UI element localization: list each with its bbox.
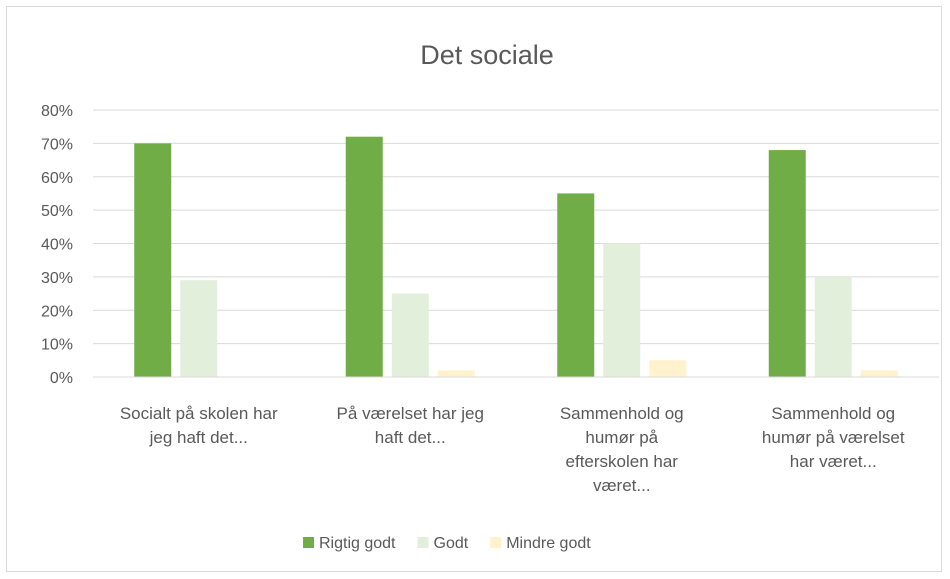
- category-label: Sammenhold og humør på efterskolen har være…: [560, 404, 684, 495]
- category-label-line: humør på: [585, 428, 658, 447]
- bar: [557, 193, 595, 377]
- bar: [134, 143, 172, 377]
- legend-swatch: [490, 537, 502, 548]
- bar: [345, 136, 383, 377]
- category-label-line: På værelset har jeg: [337, 404, 484, 423]
- y-tick-label: 70%: [41, 136, 73, 153]
- y-tick-label: 0%: [50, 370, 73, 387]
- category-label: Socialt på skolen har jeg haft det...: [120, 404, 278, 447]
- bars: [134, 136, 898, 377]
- bar: [814, 276, 852, 377]
- category-label-line: efterskolen har: [566, 452, 679, 471]
- legend-swatch: [417, 537, 429, 548]
- category-label-line: har været...: [790, 452, 877, 471]
- category-label: På værelset har jeg haft det...: [337, 404, 484, 447]
- bar: [391, 293, 429, 377]
- category-label-line: Sammenhold og: [560, 404, 684, 423]
- category-label-line: haft det...: [375, 428, 446, 447]
- gridlines: [93, 109, 939, 345]
- bar: [860, 370, 898, 377]
- category-label-line: Socialt på skolen har: [120, 404, 278, 423]
- legend-item: Godt: [417, 535, 469, 552]
- category-label-line: jeg haft det...: [149, 428, 248, 447]
- bar: [768, 150, 806, 377]
- category-label: Sammenhold og humør på værelset har været.…: [762, 404, 905, 471]
- legend: Rigtig godt Godt Mindre godt: [303, 535, 591, 552]
- y-axis-ticks: 0% 10% 20% 30% 40% 50% 60% 70% 80%: [41, 103, 73, 387]
- bar: [180, 280, 218, 377]
- category-labels: Socialt på skolen har jeg haft det... På v…: [120, 404, 905, 495]
- y-tick-label: 30%: [41, 270, 73, 287]
- y-tick-label: 60%: [41, 170, 73, 187]
- legend-label: Mindre godt: [506, 535, 591, 552]
- legend-label: Rigtig godt: [319, 535, 396, 552]
- category-label-line: Sammenhold og: [771, 404, 895, 423]
- chart-svg: Det sociale 0% 10% 20% 30% 40% 50% 60% 70% 80% S…: [41, 40, 939, 552]
- legend-label: Godt: [434, 535, 469, 552]
- y-tick-label: 40%: [41, 237, 73, 254]
- legend-swatch: [303, 537, 314, 548]
- category-label-line: humør på værelset: [762, 428, 905, 447]
- y-tick-label: 20%: [41, 303, 73, 320]
- chart-frame: Det sociale 0% 10% 20% 30% 40% 50% 60% 70% 80% S…: [6, 6, 942, 572]
- legend-item: Mindre godt: [490, 535, 591, 552]
- category-label-line: været...: [593, 476, 651, 495]
- bar: [603, 243, 641, 377]
- legend-item: Rigtig godt: [303, 535, 396, 552]
- chart-title: Det sociale: [420, 40, 554, 70]
- y-tick-label: 10%: [41, 337, 73, 354]
- y-tick-label: 80%: [41, 103, 73, 120]
- bar: [437, 370, 475, 377]
- y-tick-label: 50%: [41, 203, 73, 220]
- bar: [649, 360, 687, 377]
